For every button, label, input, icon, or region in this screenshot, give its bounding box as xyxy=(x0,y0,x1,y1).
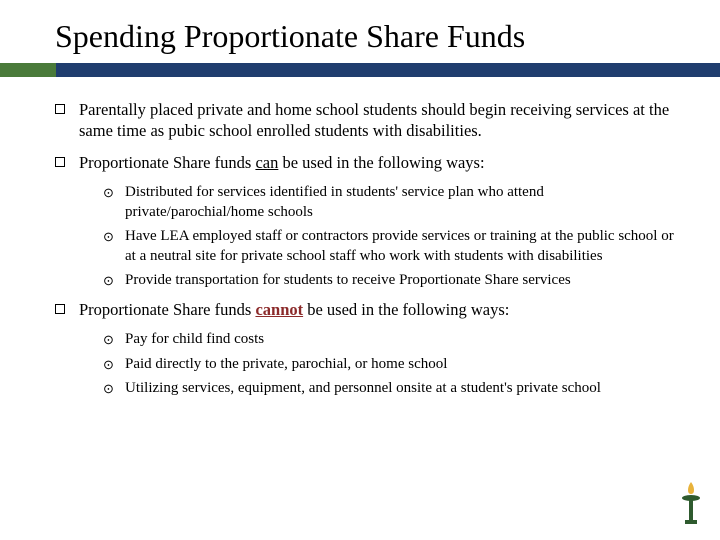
accent-green xyxy=(0,63,56,77)
content: Parentally placed private and home schoo… xyxy=(55,99,680,399)
list-item: Parentally placed private and home schoo… xyxy=(55,99,680,142)
sublist: ⊙ Pay for child find costs ⊙ Paid direct… xyxy=(103,330,680,399)
sublist-item-text: Distributed for services identified in s… xyxy=(125,183,680,222)
accent-blue xyxy=(56,63,720,77)
circle-dot-bullet-icon: ⊙ xyxy=(103,355,117,375)
square-bullet-icon xyxy=(55,157,65,167)
sublist-item: ⊙ Have LEA employed staff or contractors… xyxy=(103,227,680,266)
circle-dot-bullet-icon: ⊙ xyxy=(103,271,117,291)
accent-bar xyxy=(0,63,625,77)
text-prefix: Proportionate Share funds xyxy=(79,153,255,172)
circle-dot-bullet-icon: ⊙ xyxy=(103,379,117,399)
sublist-item: ⊙ Provide transportation for students to… xyxy=(103,271,680,291)
list-item: Proportionate Share funds cannot be used… xyxy=(55,299,680,320)
sublist-item-text: Have LEA employed staff or contractors p… xyxy=(125,227,680,266)
sublist-item-text: Paid directly to the private, parochial,… xyxy=(125,355,447,375)
circle-dot-bullet-icon: ⊙ xyxy=(103,183,117,203)
list-item-text: Proportionate Share funds cannot be used… xyxy=(79,299,509,320)
list-item-text: Proportionate Share funds can be used in… xyxy=(79,152,485,173)
sublist-item: ⊙ Distributed for services identified in… xyxy=(103,183,680,222)
sublist-item-text: Provide transportation for students to r… xyxy=(125,271,571,291)
text-suffix: be used in the following ways: xyxy=(303,300,509,319)
text-emph: cannot xyxy=(255,300,303,319)
circle-dot-bullet-icon: ⊙ xyxy=(103,330,117,350)
list-item: Proportionate Share funds can be used in… xyxy=(55,152,680,173)
sublist-item: ⊙ Paid directly to the private, parochia… xyxy=(103,355,680,375)
slide-title: Spending Proportionate Share Funds xyxy=(55,18,680,55)
square-bullet-icon xyxy=(55,304,65,314)
list-item-text: Parentally placed private and home schoo… xyxy=(79,99,680,142)
text-prefix: Proportionate Share funds xyxy=(79,300,255,319)
sublist-item: ⊙ Pay for child find costs xyxy=(103,330,680,350)
text-emph: can xyxy=(255,153,278,172)
sublist-item: ⊙ Utilizing services, equipment, and per… xyxy=(103,379,680,399)
sublist-item-text: Pay for child find costs xyxy=(125,330,264,350)
square-bullet-icon xyxy=(55,104,65,114)
sublist: ⊙ Distributed for services identified in… xyxy=(103,183,680,291)
circle-dot-bullet-icon: ⊙ xyxy=(103,227,117,247)
text-suffix: be used in the following ways: xyxy=(278,153,484,172)
sublist-item-text: Utilizing services, equipment, and perso… xyxy=(125,379,601,399)
slide: Spending Proportionate Share Funds Paren… xyxy=(0,0,720,540)
torch-logo-icon xyxy=(676,478,706,526)
